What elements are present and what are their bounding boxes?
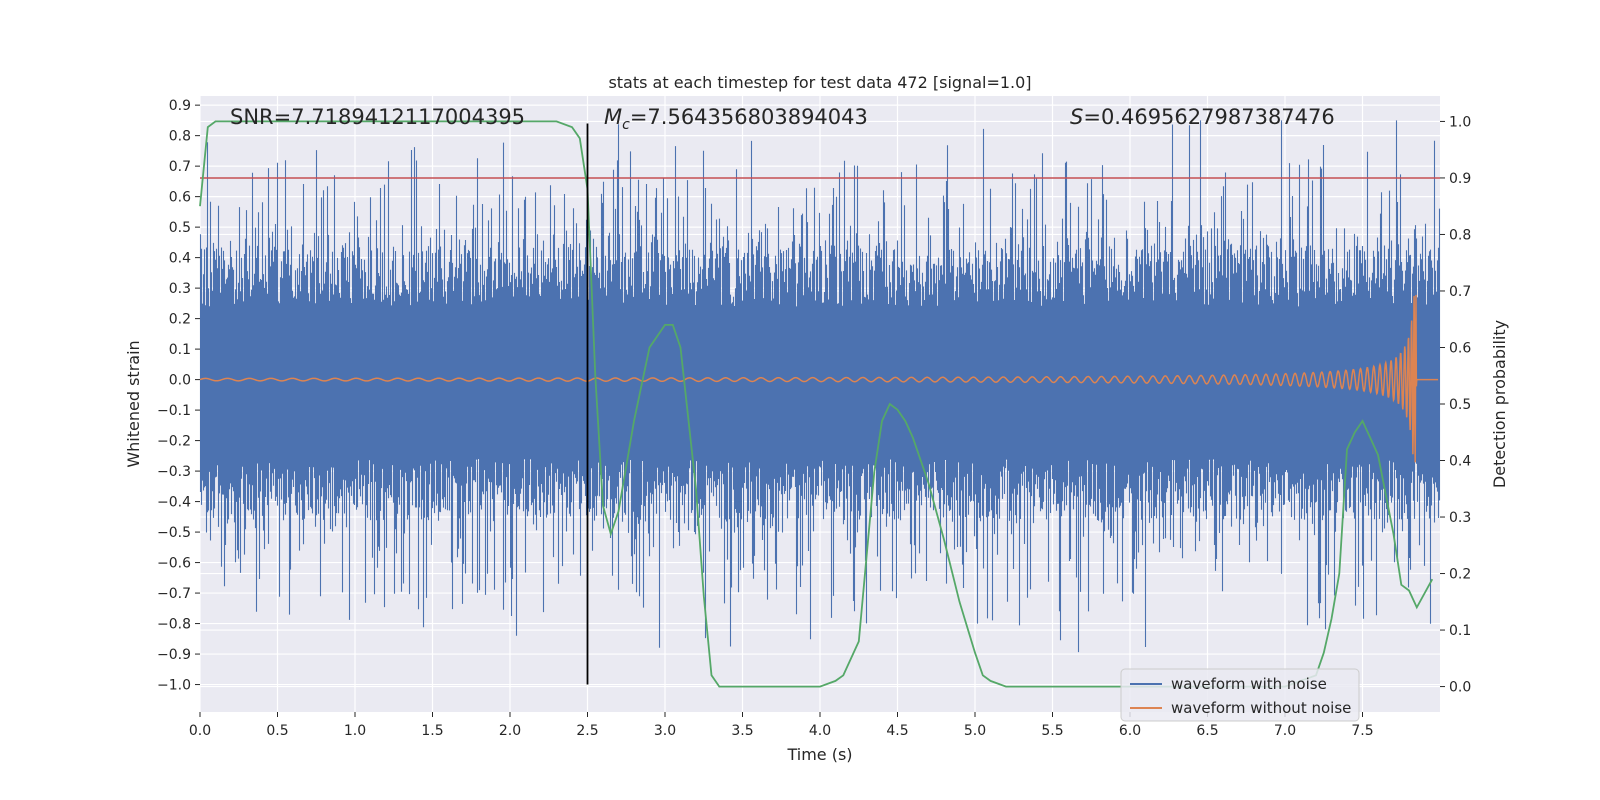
legend: waveform with noise waveform without noi… xyxy=(1120,668,1360,722)
x-axis-label: Time (s) xyxy=(786,745,852,764)
waveform-without-noise-series xyxy=(199,294,1439,463)
left-y-tick-label: 0.2 xyxy=(169,312,191,328)
left-y-tick-label: 0.0 xyxy=(169,373,191,389)
right-y-tick-label: 0.7 xyxy=(1449,284,1471,300)
x-tick-label: 4.0 xyxy=(809,723,831,739)
s-symbol: S xyxy=(1070,105,1083,129)
right-y-axis-label: Detection probability xyxy=(1490,320,1509,488)
right-y-tick-label: 0.8 xyxy=(1449,227,1471,243)
left-y-tick-label: −1.0 xyxy=(157,678,191,694)
left-y-tick-label: −0.9 xyxy=(157,647,191,663)
right-y-tick-label: 0.3 xyxy=(1449,510,1471,526)
right-y-tick-label: 0.0 xyxy=(1449,680,1471,696)
left-y-tick-label: 0.9 xyxy=(169,98,191,114)
x-tick-label: 3.0 xyxy=(654,723,676,739)
left-y-tick-label: 0.1 xyxy=(169,342,191,358)
right-y-tick-label: 0.6 xyxy=(1449,340,1471,356)
x-tick-label: 7.0 xyxy=(1274,723,1296,739)
x-tick-label: 6.5 xyxy=(1196,723,1218,739)
right-y-tick-label: 1.0 xyxy=(1449,114,1471,130)
left-y-tick-label: −0.1 xyxy=(157,403,191,419)
right-y-tick-label: 0.1 xyxy=(1449,623,1471,639)
left-y-axis: 0.9 0.8 0.7 0.6 0.5 0.4 0.3 0.2 0.1 0.0 −0.1 −0.2 −0… xyxy=(157,98,200,694)
overlay xyxy=(199,120,1440,688)
x-tick-label: 1.5 xyxy=(421,723,443,739)
right-y-tick-label: 0.2 xyxy=(1449,567,1471,583)
x-tick-label: 2.5 xyxy=(576,723,598,739)
left-y-tick-label: 0.5 xyxy=(169,220,191,236)
snr-annotation: SNR=7.7189412117004395 xyxy=(230,105,525,129)
x-tick-label: 3.5 xyxy=(731,723,753,739)
left-y-tick-label: 0.8 xyxy=(169,129,191,145)
x-tick-label: 6.0 xyxy=(1119,723,1141,739)
x-tick-label: 0.5 xyxy=(266,723,288,739)
left-y-tick-label: −0.2 xyxy=(157,434,191,450)
s-annotation: S=0.4695627987387476 xyxy=(1070,105,1335,129)
legend-label-signal: waveform without noise xyxy=(1171,699,1351,717)
left-y-tick-label: −0.7 xyxy=(157,586,191,602)
detection-probability-line xyxy=(199,120,1434,688)
left-y-tick-label: 0.6 xyxy=(169,190,191,206)
x-tick-label: 5.0 xyxy=(964,723,986,739)
mc-value: =7.564356803894043 xyxy=(630,105,868,129)
x-tick-label: 7.5 xyxy=(1351,723,1373,739)
legend-label-noise: waveform with noise xyxy=(1171,675,1327,693)
left-y-tick-label: 0.4 xyxy=(169,251,191,267)
right-y-tick-label: 0.4 xyxy=(1449,454,1471,470)
chart-title: stats at each timestep for test data 472… xyxy=(608,73,1031,92)
legend-box xyxy=(1120,668,1360,722)
x-tick-label: 2.0 xyxy=(499,723,521,739)
x-tick-label: 5.5 xyxy=(1041,723,1063,739)
left-y-tick-label: −0.5 xyxy=(157,525,191,541)
right-y-tick-label: 0.5 xyxy=(1449,397,1471,413)
mc-symbol: M xyxy=(604,105,622,129)
left-y-axis-label: Whitened strain xyxy=(124,340,143,467)
left-y-tick-label: −0.6 xyxy=(157,556,191,572)
waveform-without-noise-line xyxy=(199,294,1439,463)
left-y-tick-label: 0.3 xyxy=(169,281,191,297)
chirp-mass-annotation: Mc=7.564356803894043 xyxy=(604,105,868,133)
left-y-tick-label: 0.7 xyxy=(169,159,191,175)
left-y-tick-label: −0.3 xyxy=(157,464,191,480)
x-tick-label: 0.0 xyxy=(189,723,211,739)
mc-subscript: c xyxy=(622,117,630,133)
x-tick-label: 1.0 xyxy=(344,723,366,739)
left-y-tick-label: −0.8 xyxy=(157,617,191,633)
right-y-tick-label: 0.9 xyxy=(1449,171,1471,187)
x-tick-label: 4.5 xyxy=(886,723,908,739)
right-y-axis: 1.0 0.9 0.8 0.7 0.6 0.5 0.4 0.3 0.2 0.1 0.0 xyxy=(1440,114,1471,696)
s-value: =0.4695627987387476 xyxy=(1083,105,1334,129)
left-y-tick-label: −0.4 xyxy=(157,495,191,511)
